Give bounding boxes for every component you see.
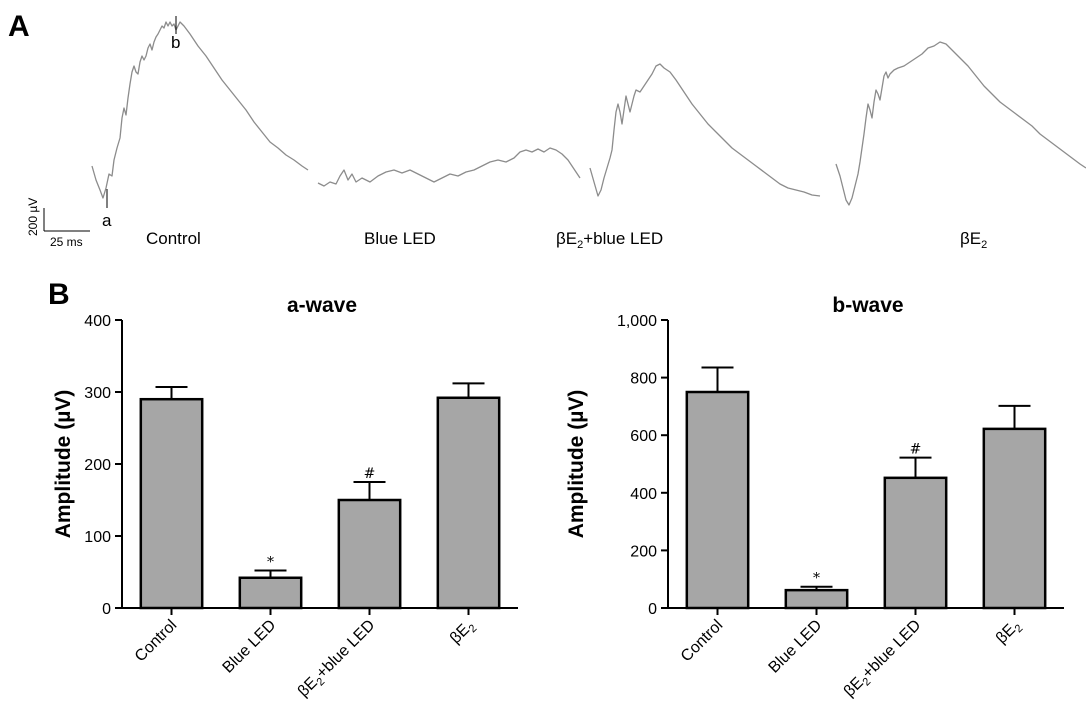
a-wave-y-tick-label: 0	[102, 601, 111, 618]
erg-traces	[91, 21, 1086, 206]
b-wave-y-tick-label: 800	[630, 371, 657, 388]
erg-trace-be2	[835, 41, 1086, 206]
scale-bar: 200 µV 25 ms	[26, 198, 90, 249]
a-wave-chart: a-wave Amplitude (µV) 0 100 200 300 400 Control…	[52, 294, 518, 703]
erg-trace-be2-blue-led	[589, 63, 821, 197]
b-wave-bar	[685, 390, 750, 610]
b-wave-y-axis-label: Amplitude (µV)	[565, 390, 588, 539]
a-wave-y-tick-label: 400	[84, 313, 111, 330]
a-wave-category-label: Blue LED	[220, 617, 280, 677]
a-wave-category-label: βE2+blue LED	[295, 617, 381, 703]
b-wave-category-label: βE2	[993, 617, 1026, 650]
b-wave-bar	[883, 476, 948, 610]
scale-bar-amplitude-label: 200 µV	[26, 198, 40, 236]
a-wave-bar	[139, 397, 204, 610]
a-wave-category-label: Control	[132, 617, 180, 665]
a-wave-bar	[238, 576, 303, 610]
a-wave-marker-label: a	[102, 211, 112, 230]
a-wave-y-tick-label: 200	[84, 457, 111, 474]
a-wave-significance-mark: *	[267, 555, 274, 571]
panel-a-letter: A	[8, 10, 30, 43]
a-wave-chart-title: a-wave	[287, 294, 357, 317]
a-wave-significance-mark: #	[364, 466, 376, 482]
b-wave-y-tick-label: 400	[630, 486, 657, 503]
panel-b-letter: B	[48, 278, 70, 311]
b-wave-y-tick-label: 0	[648, 601, 657, 618]
erg-trace-blue-led	[317, 147, 581, 187]
a-wave-y-axis-label: Amplitude (µV)	[52, 390, 75, 539]
b-wave-y-tick-label: 200	[630, 543, 657, 560]
b-wave-marker-label: b	[171, 33, 180, 52]
b-wave-y-tick-label: 600	[630, 428, 657, 445]
b-wave-bar	[982, 427, 1047, 610]
b-wave-y-tick-label: 1,000	[617, 313, 657, 330]
b-wave-category-label: βE2+blue LED	[841, 617, 927, 703]
erg-trace-control	[91, 21, 309, 199]
trace-label-be2: βE2	[960, 229, 987, 251]
b-wave-category-label: Blue LED	[766, 617, 826, 677]
b-wave-significance-mark: *	[813, 571, 820, 587]
a-wave-category-label: βE2	[447, 617, 480, 650]
b-wave-category-label: Control	[678, 617, 726, 665]
a-wave-bar	[436, 396, 501, 610]
a-wave-y-tick-label: 300	[84, 385, 111, 402]
b-wave-chart: b-wave Amplitude (µV) 0 200 400 600 800 1,000 Co…	[565, 294, 1064, 703]
trace-label-be2-blue-led: βE2+blue LED	[556, 229, 663, 251]
trace-label-blue-led: Blue LED	[364, 229, 436, 248]
trace-label-control: Control	[146, 229, 201, 248]
a-wave-y-tick-label: 100	[84, 529, 111, 546]
b-wave-bar	[784, 588, 849, 610]
b-wave-chart-title: b-wave	[832, 294, 903, 317]
b-wave-significance-mark: #	[910, 442, 922, 458]
a-wave-bar	[337, 498, 402, 610]
scale-bar-time-label: 25 ms	[50, 235, 83, 249]
